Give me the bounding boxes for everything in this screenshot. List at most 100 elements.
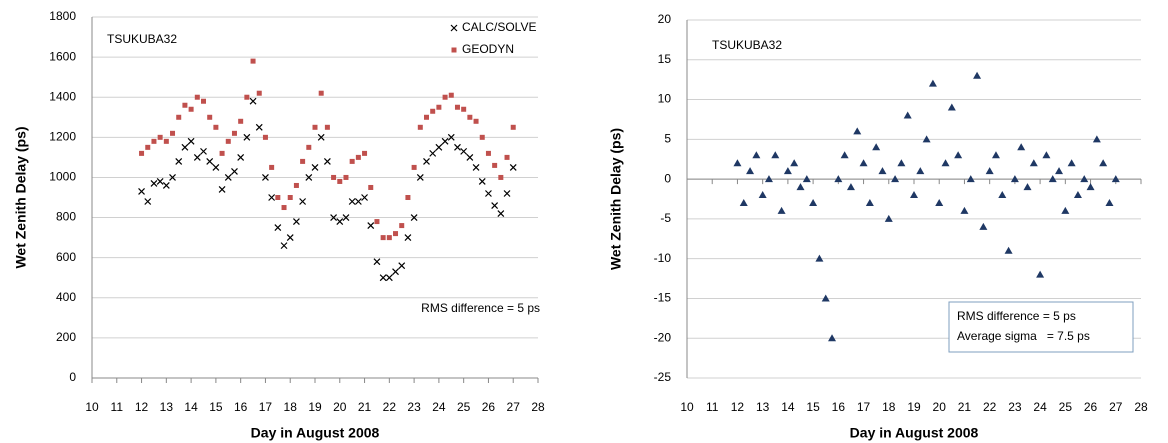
point — [201, 98, 206, 104]
point — [1061, 206, 1070, 214]
x-tick-label: 27 — [1109, 400, 1123, 414]
point — [194, 94, 200, 100]
y-tick-label: -5 — [660, 211, 671, 225]
point — [293, 182, 299, 188]
chart: -25 -20 -15 -10 -5 0 5 10 15 20 10 11 12 13 14 15 16 17 18… — [608, 12, 1148, 441]
point — [231, 130, 237, 136]
point — [897, 159, 906, 167]
point — [410, 214, 418, 221]
point — [1080, 175, 1089, 183]
point — [139, 150, 145, 156]
point — [1004, 246, 1013, 254]
y-tick-label: -20 — [654, 330, 672, 344]
x-tick-label: 25 — [1059, 400, 1073, 414]
point — [299, 198, 307, 205]
point — [331, 174, 337, 180]
point — [777, 206, 786, 214]
x-tick-label: 25 — [457, 400, 471, 414]
point — [796, 183, 805, 191]
y-tick-label: -10 — [654, 251, 672, 265]
point — [903, 111, 912, 119]
point — [256, 90, 262, 96]
x-tick-label: 19 — [907, 400, 921, 414]
point — [373, 258, 381, 266]
x-tick-label: 21 — [358, 400, 372, 414]
point — [435, 143, 443, 151]
point — [1067, 159, 1076, 167]
point — [176, 114, 182, 120]
point — [1036, 270, 1045, 278]
point — [286, 234, 294, 242]
point — [393, 231, 399, 237]
point — [354, 198, 362, 205]
point — [411, 164, 417, 170]
x-tick-label: 11 — [706, 400, 719, 414]
point — [733, 159, 742, 167]
point — [361, 194, 368, 201]
point — [424, 114, 429, 120]
y-tick-label: -15 — [654, 291, 672, 305]
x-axis-title: Day in August 2008 — [850, 425, 979, 441]
point — [380, 235, 386, 241]
x-tick-label: 22 — [383, 400, 397, 414]
point — [144, 198, 152, 205]
annotation: TSUKUBA32 — [712, 38, 782, 52]
point — [746, 167, 755, 175]
point — [442, 94, 448, 100]
point — [941, 159, 950, 167]
point — [274, 224, 282, 232]
point — [169, 174, 176, 181]
point — [960, 206, 969, 214]
point — [398, 262, 406, 270]
x-tick-label: 10 — [85, 400, 99, 414]
point — [509, 163, 517, 171]
annotation: RMS difference = 5 ps — [421, 301, 540, 315]
point — [491, 202, 499, 209]
point — [840, 151, 849, 159]
point — [269, 164, 275, 170]
point — [150, 180, 158, 187]
x-tick-label: 20 — [333, 400, 347, 414]
x-tick-label: 18 — [882, 400, 896, 414]
point — [884, 214, 893, 222]
y-axis-title: Wet Zenith Delay (ps) — [13, 126, 29, 268]
point — [281, 205, 287, 211]
point — [1023, 183, 1032, 191]
point — [441, 137, 449, 145]
x-tick-label: 17 — [259, 400, 273, 414]
point — [275, 195, 281, 200]
point — [1105, 198, 1114, 206]
point — [985, 167, 994, 175]
point — [237, 153, 245, 161]
point — [312, 124, 318, 130]
y-tick-label: 10 — [658, 92, 672, 106]
x-tick-label: 18 — [284, 400, 298, 414]
point — [262, 174, 269, 181]
point — [504, 154, 510, 160]
point — [305, 174, 313, 181]
annotation: Average sigma = 7.5 ps — [957, 329, 1090, 343]
point — [467, 114, 473, 120]
point — [300, 158, 306, 164]
x-tick-label: 16 — [234, 400, 248, 414]
point — [497, 210, 505, 217]
point — [156, 178, 164, 185]
point — [200, 147, 207, 155]
point — [928, 79, 937, 87]
point — [429, 149, 437, 157]
y-tick-label: 1600 — [49, 49, 76, 63]
point — [473, 118, 479, 124]
point — [991, 151, 1000, 159]
point — [386, 235, 392, 241]
point — [510, 124, 516, 130]
point — [922, 135, 931, 143]
point — [416, 174, 424, 181]
point — [317, 133, 325, 141]
point — [979, 222, 988, 230]
point — [362, 150, 368, 156]
y-tick-label: 0 — [69, 370, 76, 384]
point — [385, 274, 393, 282]
point — [262, 134, 268, 140]
point — [478, 178, 486, 185]
